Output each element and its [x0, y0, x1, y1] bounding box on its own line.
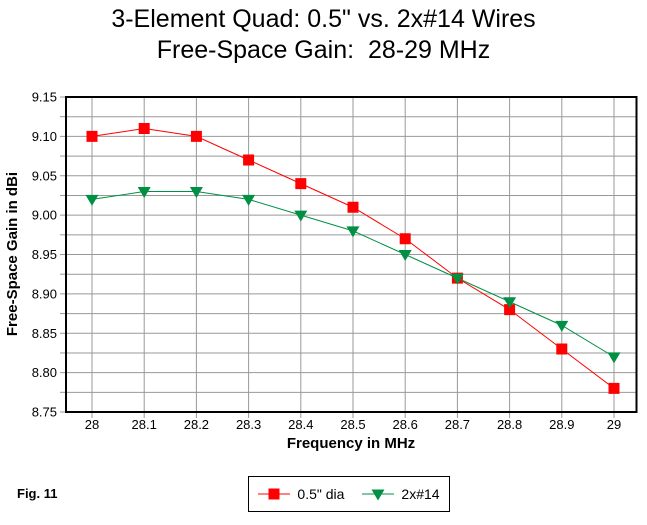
x-tick-label: 28.2	[184, 417, 209, 432]
y-tick-label: 9.05	[32, 168, 57, 183]
data-point-marker	[268, 488, 280, 500]
chart-title-line-1: 3-Element Quad: 0.5" vs. 2x#14 Wires	[111, 5, 536, 33]
data-point-marker	[371, 489, 385, 501]
x-tick-label: 28.9	[549, 417, 574, 432]
legend-marker-sample	[362, 489, 395, 501]
y-tick-label: 8.95	[32, 247, 57, 262]
data-point-marker	[138, 123, 150, 134]
data-point-marker	[399, 233, 411, 245]
x-tick-label: 28.6	[393, 417, 418, 432]
legend: 0.5" dia 2x#14	[248, 476, 450, 512]
data-point-marker	[294, 210, 308, 222]
legend-item: 2x#14	[362, 486, 440, 502]
y-axis-title: Free-Space Gain in dBi	[4, 171, 21, 337]
legend-label: 2x#14	[401, 486, 440, 502]
data-point-marker	[504, 304, 516, 316]
chart-plot-area: 28 28.1 28.2 28.3 28.4 28.5 28.6 28.7 28.8 28.9 29…	[32, 90, 638, 432]
data-point-marker	[190, 130, 202, 142]
x-axis-title: Frequency in MHz	[286, 435, 416, 452]
data-point-marker	[85, 194, 99, 206]
y-tick-label: 9.10	[32, 129, 57, 144]
x-tick-label: 28.5	[340, 417, 365, 432]
data-point-marker	[556, 343, 568, 355]
data-point-marker	[243, 154, 255, 166]
x-tick-label: 29	[607, 417, 621, 432]
data-point-marker	[607, 352, 621, 364]
x-tick-label: 28.4	[288, 417, 313, 432]
legend-marker-sample	[258, 488, 291, 500]
y-tick-label: 8.90	[32, 286, 57, 301]
data-point-marker	[347, 201, 359, 213]
y-tick-label: 8.85	[32, 326, 57, 341]
legend-item: 0.5" dia	[258, 486, 344, 502]
y-tick-label: 8.75	[32, 405, 57, 420]
data-point-marker	[86, 130, 98, 142]
x-tick-label: 28.7	[445, 417, 470, 432]
data-point-marker	[503, 297, 517, 309]
data-point-marker	[608, 382, 620, 394]
data-point-marker	[295, 178, 307, 190]
x-tick-label: 28	[85, 417, 99, 432]
y-tick-label: 9.00	[32, 208, 57, 223]
y-tick-label: 9.15	[32, 90, 57, 105]
x-tick-label: 28.3	[236, 417, 261, 432]
data-point-marker	[450, 273, 464, 285]
data-point-marker	[555, 320, 569, 332]
y-tick-label: 8.80	[32, 365, 57, 380]
data-point-marker	[137, 187, 151, 198]
data-point-marker	[189, 187, 203, 198]
x-tick-label: 28.1	[132, 417, 157, 432]
legend-label: 0.5" dia	[297, 486, 345, 502]
data-point-marker	[346, 226, 360, 238]
data-point-marker	[242, 194, 256, 206]
figure-label: Fig. 11	[17, 486, 58, 501]
chart-title-line-2: Free-Space Gain: 28-29 MHz	[156, 36, 491, 64]
plot-frame	[65, 96, 638, 413]
data-point-marker	[398, 250, 412, 261]
x-tick-label: 28.8	[497, 417, 522, 432]
